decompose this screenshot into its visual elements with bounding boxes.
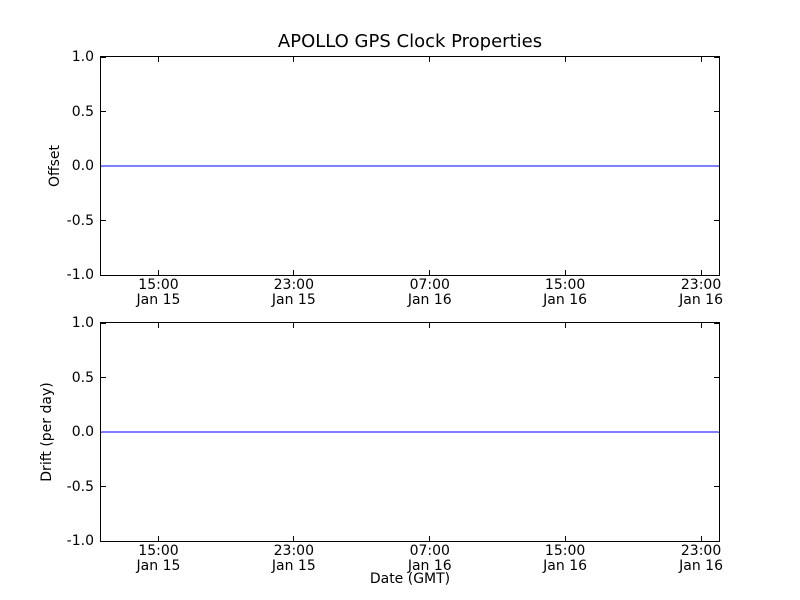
- x-tick-label: 15:00 Jan 16: [543, 278, 587, 308]
- y-tick-mark: [714, 56, 719, 58]
- y-tick-label: -1.0: [66, 533, 94, 549]
- data-line: [101, 165, 719, 167]
- x-tick-date: Jan 16: [407, 292, 452, 308]
- x-tick-date: Jan 16: [407, 558, 452, 574]
- y-tick-label: 1.0: [71, 49, 94, 65]
- y-tick-label: -1.0: [66, 267, 94, 283]
- x-tick-time: 07:00: [409, 277, 450, 293]
- x-tick-time: 23:00: [680, 543, 722, 559]
- x-tick-date: Jan 15: [136, 558, 181, 574]
- offset-subplot: 1.0 0.5 0.0 -0.5 -1.0 15:00 Jan 15 23:00 Jan 15 0…: [67, 50, 723, 308]
- x-tick-time: 07:00: [409, 543, 450, 559]
- y-tick-mark: [714, 486, 719, 487]
- x-tick-label: 07:00 Jan 16: [408, 544, 452, 574]
- y-tick-label: -0.5: [66, 478, 94, 495]
- drift-subplot: 1.0 0.5 0.0 -0.5 -1.0 15:00 Jan 15 23:00 Jan 15 0…: [67, 316, 723, 574]
- x-axis-label: Date (GMT): [369, 571, 451, 587]
- x-tick-date: Jan 15: [271, 292, 316, 308]
- x-tick-mark: [700, 57, 702, 62]
- x-tick-time: 23:00: [273, 543, 314, 559]
- x-tick-label: 07:00 Jan 16: [408, 278, 452, 308]
- y-tick-mark: [101, 56, 106, 58]
- x-tick-label: 15:00 Jan 16: [543, 544, 587, 574]
- x-tick-label: 23:00 Jan 15: [272, 278, 316, 308]
- y-tick-label: 0.0: [71, 158, 94, 174]
- y-tick-mark: [101, 220, 106, 221]
- x-tick-mark: [157, 270, 159, 275]
- y-tick-mark: [714, 322, 719, 324]
- x-tick-date: Jan 16: [679, 292, 723, 308]
- y-tick-mark: [101, 377, 106, 378]
- x-tick-time: 15:00: [138, 543, 179, 559]
- y-tick-mark: [101, 322, 106, 324]
- y-tick-mark: [714, 111, 719, 112]
- y-tick-label: 1.0: [71, 315, 94, 331]
- chart-title: APOLLO GPS Clock Properties: [277, 31, 543, 52]
- x-tick-mark: [700, 270, 702, 275]
- y-tick-label: -0.5: [66, 212, 94, 229]
- x-tick-mark: [564, 270, 566, 275]
- x-tick-mark: [293, 323, 295, 328]
- x-tick-mark: [293, 536, 295, 541]
- drift-y-axis-label: Drift (per day): [39, 382, 55, 482]
- x-tick-mark: [429, 536, 431, 541]
- x-tick-mark: [293, 270, 295, 275]
- x-tick-label: 23:00 Jan 16: [679, 544, 723, 574]
- x-tick-mark: [564, 323, 566, 328]
- y-tick-mark: [714, 377, 719, 378]
- x-tick-date: Jan 15: [271, 558, 316, 574]
- offset-y-axis-label: Offset: [47, 144, 63, 188]
- x-tick-date: Jan 16: [543, 292, 588, 308]
- x-tick-time: 23:00: [273, 277, 314, 293]
- x-tick-date: Jan 16: [679, 558, 723, 574]
- y-tick-mark: [714, 540, 719, 542]
- x-tick-mark: [157, 57, 159, 62]
- x-tick-mark: [157, 536, 159, 541]
- x-tick-label: 23:00 Jan 16: [679, 278, 723, 308]
- y-tick-mark: [101, 111, 106, 112]
- data-line: [101, 431, 719, 433]
- y-tick-label: 0.0: [71, 424, 94, 440]
- x-tick-mark: [429, 270, 431, 275]
- y-tick-label: 0.5: [71, 103, 94, 120]
- y-tick-mark: [101, 486, 106, 487]
- y-tick-mark: [101, 274, 106, 276]
- x-tick-mark: [700, 323, 702, 328]
- x-tick-label: 15:00 Jan 15: [137, 544, 181, 574]
- y-tick-mark: [714, 220, 719, 221]
- x-tick-mark: [700, 536, 702, 541]
- x-tick-time: 15:00: [544, 277, 586, 293]
- x-tick-mark: [564, 536, 566, 541]
- y-tick-label: 0.5: [71, 369, 94, 386]
- x-tick-label: 23:00 Jan 15: [272, 544, 316, 574]
- x-tick-time: 23:00: [680, 277, 722, 293]
- x-tick-mark: [429, 57, 431, 62]
- x-tick-mark: [564, 57, 566, 62]
- x-tick-date: Jan 16: [543, 558, 588, 574]
- x-tick-time: 15:00: [138, 277, 179, 293]
- y-tick-mark: [101, 540, 106, 542]
- x-tick-time: 15:00: [544, 543, 586, 559]
- x-tick-date: Jan 15: [136, 292, 181, 308]
- x-tick-mark: [293, 57, 295, 62]
- x-tick-mark: [157, 323, 159, 328]
- x-tick-mark: [429, 323, 431, 328]
- x-tick-label: 15:00 Jan 15: [137, 278, 181, 308]
- y-tick-mark: [714, 274, 719, 276]
